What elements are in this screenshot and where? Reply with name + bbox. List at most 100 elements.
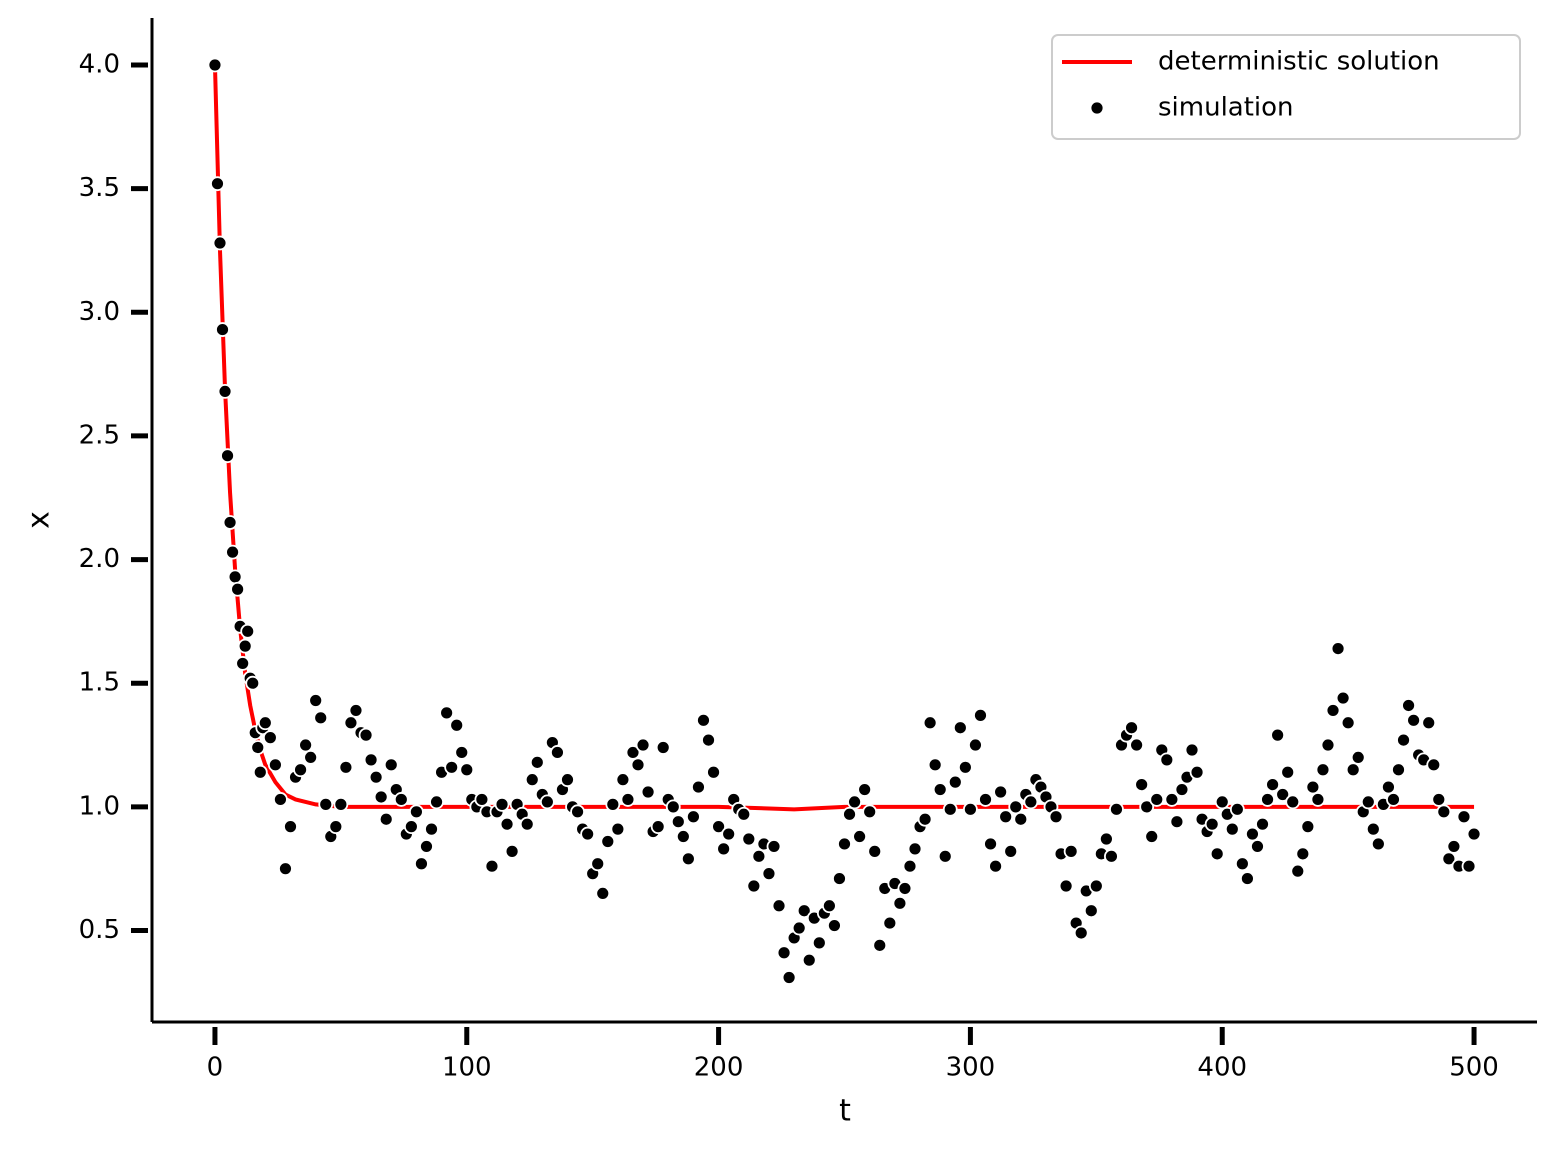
x-tick-label: 500: [1449, 1053, 1499, 1083]
point: [691, 779, 706, 795]
point: [303, 749, 319, 765]
legend-swatch: [1089, 100, 1105, 116]
point: [716, 841, 732, 857]
point: [741, 831, 757, 847]
y-tick-label: 3.0: [79, 297, 120, 327]
point: [791, 920, 807, 936]
point: [237, 638, 253, 654]
y-tick-label: 2.0: [79, 544, 120, 574]
point: [1381, 779, 1396, 795]
point: [570, 804, 585, 820]
x-tick-label: 200: [694, 1053, 744, 1083]
point: [837, 836, 852, 852]
point: [1048, 809, 1064, 825]
point: [635, 737, 651, 753]
y-tick-label: 3.5: [79, 173, 120, 203]
point: [318, 796, 334, 812]
point: [686, 809, 701, 825]
point: [988, 858, 1003, 874]
point: [1008, 799, 1024, 815]
point: [429, 794, 444, 810]
point: [222, 515, 238, 530]
point: [1421, 715, 1437, 731]
point: [1340, 715, 1356, 731]
point: [706, 764, 721, 780]
point: [665, 799, 681, 815]
point: [393, 792, 409, 807]
point: [978, 792, 993, 807]
point: [701, 732, 716, 748]
point: [1285, 794, 1301, 810]
point: [640, 784, 656, 800]
point: [212, 235, 228, 251]
point: [882, 915, 898, 931]
legend-label: simulation: [1158, 93, 1294, 123]
point: [736, 806, 752, 822]
point: [922, 715, 938, 731]
point: [721, 826, 737, 842]
point: [1426, 757, 1442, 773]
point: [215, 322, 230, 337]
point: [867, 843, 883, 859]
point: [842, 806, 857, 822]
point: [827, 918, 842, 933]
point: [230, 581, 246, 597]
point: [600, 834, 616, 849]
point: [252, 764, 268, 780]
point: [227, 569, 243, 585]
point: [1003, 843, 1019, 859]
point: [932, 782, 948, 797]
point: [942, 801, 958, 817]
point: [917, 811, 933, 827]
point: [595, 886, 611, 901]
point: [1109, 801, 1124, 817]
point: [358, 727, 374, 743]
point: [220, 448, 235, 464]
point: [225, 544, 240, 560]
point: [424, 821, 439, 837]
point: [293, 762, 308, 778]
point: [1139, 799, 1155, 815]
point: [1386, 792, 1401, 807]
point: [207, 57, 223, 73]
point: [902, 858, 918, 874]
point: [927, 757, 943, 773]
y-axis-label: x: [22, 511, 57, 529]
point: [711, 819, 726, 835]
point: [625, 745, 641, 760]
point: [1325, 703, 1341, 718]
point: [615, 772, 631, 788]
x-tick-label: 400: [1197, 1053, 1247, 1083]
point: [1144, 829, 1160, 844]
legend-label: deterministic solution: [1158, 47, 1440, 77]
point: [963, 801, 978, 817]
point: [343, 715, 359, 731]
x-axis-label: t: [839, 1094, 851, 1129]
point: [811, 935, 827, 951]
point: [862, 804, 878, 820]
point: [439, 705, 455, 721]
point: [655, 740, 671, 755]
point: [761, 866, 777, 882]
point: [283, 819, 298, 835]
point: [210, 176, 225, 192]
point: [892, 895, 908, 911]
point: [696, 712, 711, 728]
point: [766, 839, 782, 854]
y-tick-label: 4.0: [79, 49, 120, 79]
point: [1063, 843, 1079, 859]
point: [348, 703, 364, 718]
point: [1431, 792, 1447, 807]
point: [459, 762, 475, 778]
point: [1129, 737, 1145, 753]
point: [1290, 863, 1306, 879]
point: [968, 737, 983, 753]
point: [1391, 762, 1406, 778]
point: [1240, 871, 1255, 886]
point: [1245, 826, 1260, 842]
line: [212, 64, 1475, 812]
point: [1446, 839, 1462, 854]
point: [1169, 814, 1185, 830]
point: [1209, 846, 1225, 862]
